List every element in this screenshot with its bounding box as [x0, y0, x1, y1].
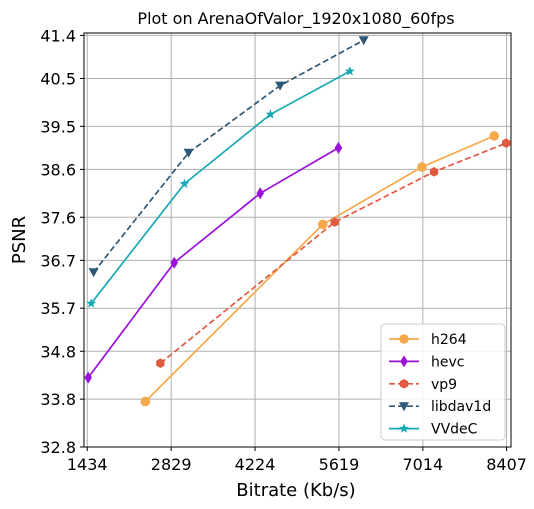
series-libdav1d — [88, 36, 369, 278]
y-tick-label: 41.4 — [40, 26, 76, 45]
legend-item: hevc — [389, 354, 464, 370]
series-hevc — [84, 141, 343, 384]
data-point — [170, 256, 178, 269]
y-axis-label: PSNR — [9, 216, 30, 264]
series-layer — [84, 36, 511, 407]
data-point — [429, 167, 439, 177]
legend-box — [380, 323, 506, 441]
x-tick-label: 1434 — [67, 455, 108, 474]
data-point — [256, 187, 264, 200]
y-tick-label: 35.7 — [40, 299, 76, 318]
legend-marker — [399, 334, 409, 344]
data-point — [417, 162, 427, 172]
y-tick-label: 34.8 — [40, 342, 76, 361]
series-h264 — [140, 131, 499, 407]
y-tick-label: 36.7 — [40, 251, 76, 270]
legend-label: VVdeC — [431, 422, 478, 438]
y-tick-label: 40.5 — [40, 69, 76, 88]
grid — [84, 33, 511, 448]
data-point — [88, 268, 99, 278]
series-line — [159, 142, 507, 364]
legend-label: libdav1d — [431, 399, 491, 415]
legend-marker — [400, 355, 408, 368]
data-point — [330, 217, 339, 227]
axis-ticks: 1434 2829 4224 5619 7014 8407 32.8 33.8 34.8 35.7… — [40, 26, 527, 474]
data-point — [317, 219, 328, 230]
series-vvdec — [86, 66, 355, 308]
legend-label: h264 — [431, 332, 467, 348]
x-tick-label: 8407 — [486, 455, 527, 474]
legend-label: hevc — [431, 354, 464, 370]
x-axis-label: Bitrate (Kb/s) — [236, 480, 355, 501]
legend-marker — [399, 402, 409, 412]
data-point — [358, 36, 369, 46]
y-tick-label: 37.6 — [40, 208, 76, 227]
series-line — [87, 147, 339, 379]
legend: h264 hevc vp9 libdav1d VVdeC — [380, 323, 506, 441]
chart-title: Plot on ArenaOfValor_1920x1080_60fps — [137, 9, 454, 29]
data-point — [86, 298, 97, 308]
x-tick-label: 7014 — [402, 455, 443, 474]
x-tick-label: 4224 — [235, 455, 276, 474]
y-tick-label: 32.8 — [40, 438, 76, 457]
x-tick-label: 5619 — [319, 455, 360, 474]
legend-item: vp9 — [389, 377, 457, 393]
plot-frame — [83, 32, 512, 448]
legend-item: h264 — [389, 332, 467, 348]
data-point — [84, 371, 92, 384]
series-line — [90, 70, 351, 304]
data-point — [140, 396, 151, 407]
legend-marker — [399, 423, 409, 433]
data-point — [502, 138, 511, 148]
series-line — [92, 39, 365, 273]
data-point — [275, 81, 286, 91]
y-tick-label: 38.6 — [40, 160, 76, 179]
legend-marker — [399, 379, 409, 389]
y-tick-label: 33.8 — [40, 390, 76, 409]
x-tick-label: 2829 — [151, 455, 192, 474]
legend-item: VVdeC — [389, 422, 478, 438]
data-point — [156, 358, 165, 368]
legend-item: libdav1d — [389, 399, 491, 415]
data-point — [183, 148, 194, 158]
data-point — [489, 131, 499, 141]
y-tick-label: 39.5 — [40, 117, 76, 136]
data-point — [265, 109, 276, 119]
data-point — [179, 178, 190, 188]
series-vp9 — [156, 138, 511, 368]
series-line — [144, 135, 495, 403]
data-point — [334, 141, 343, 154]
data-point — [344, 66, 355, 76]
legend-label: vp9 — [431, 377, 457, 393]
